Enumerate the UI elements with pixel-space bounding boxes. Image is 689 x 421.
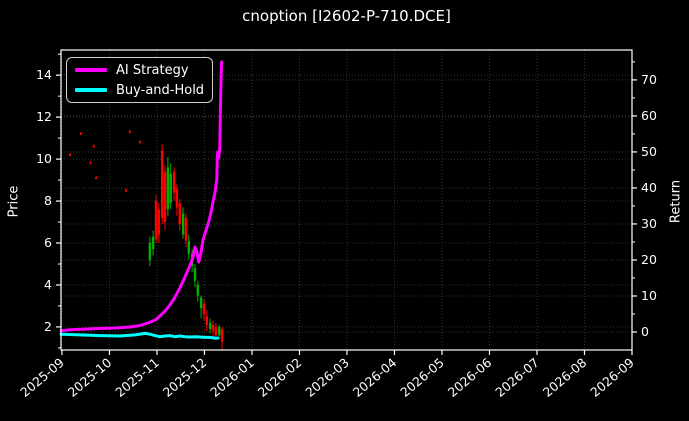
- svg-text:2026-08: 2026-08: [540, 355, 590, 400]
- svg-text:30: 30: [641, 216, 657, 231]
- legend-label: AI Strategy: [116, 62, 189, 78]
- svg-text:14: 14: [36, 67, 52, 82]
- svg-text:8: 8: [44, 193, 52, 208]
- left-axis-label: Price: [6, 185, 22, 218]
- svg-text:2026-09: 2026-09: [587, 355, 637, 400]
- legend-swatch: [75, 88, 107, 92]
- svg-text:2026-07: 2026-07: [492, 355, 542, 400]
- svg-text:2026-05: 2026-05: [397, 355, 447, 400]
- legend-item-ai-strategy: AI Strategy: [75, 62, 204, 79]
- svg-text:2025-10: 2025-10: [65, 355, 115, 400]
- legend-label: Buy-and-Hold: [116, 82, 205, 98]
- svg-text:50: 50: [641, 144, 657, 159]
- svg-text:2026-04: 2026-04: [350, 355, 400, 400]
- svg-text:40: 40: [641, 180, 657, 195]
- svg-text:10: 10: [641, 288, 657, 303]
- legend-swatch: [75, 68, 107, 72]
- svg-text:2026-03: 2026-03: [302, 355, 352, 400]
- svg-text:12: 12: [36, 109, 52, 124]
- chart-title: cnoption [I2602-P-710.DCE]: [242, 7, 451, 25]
- svg-text:60: 60: [641, 108, 657, 123]
- svg-text:2026-02: 2026-02: [255, 355, 305, 400]
- svg-text:2026-06: 2026-06: [445, 355, 495, 400]
- svg-text:2025-11: 2025-11: [112, 355, 162, 400]
- svg-text:70: 70: [641, 72, 657, 87]
- svg-text:10: 10: [36, 151, 52, 166]
- right-axis-label: Return: [668, 179, 684, 224]
- svg-text:20: 20: [641, 252, 657, 267]
- svg-text:2: 2: [44, 319, 52, 334]
- svg-text:2025-12: 2025-12: [160, 355, 210, 400]
- svg-text:6: 6: [44, 235, 52, 250]
- svg-text:0: 0: [641, 324, 649, 339]
- svg-text:2025-09: 2025-09: [17, 355, 67, 400]
- legend-item-buy-and-hold: Buy-and-Hold: [75, 82, 204, 99]
- svg-text:4: 4: [44, 277, 52, 292]
- legend: AI Strategy Buy-and-Hold: [66, 57, 213, 103]
- svg-text:2026-01: 2026-01: [207, 355, 257, 400]
